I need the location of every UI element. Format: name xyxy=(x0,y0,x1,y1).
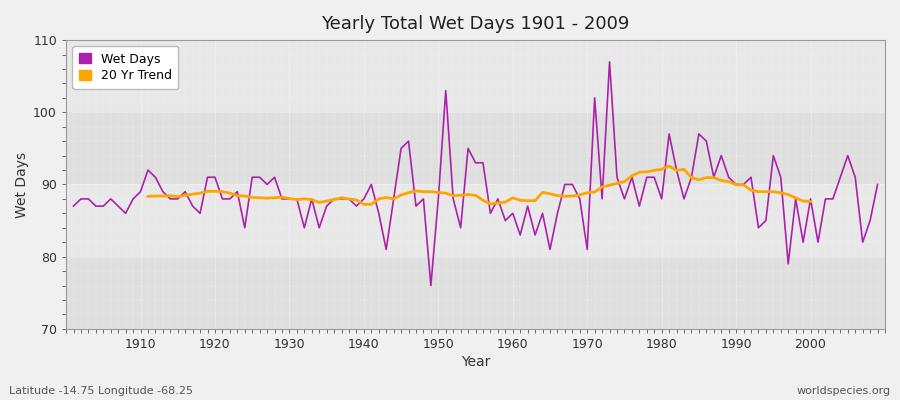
Y-axis label: Wet Days: Wet Days xyxy=(15,151,29,218)
Wet Days xyxy=(292,196,302,201)
Wet Days xyxy=(426,283,436,288)
20 Yr Trend xyxy=(708,175,719,180)
Wet Days xyxy=(612,175,623,180)
Title: Yearly Total Wet Days 1901 - 2009: Yearly Total Wet Days 1901 - 2009 xyxy=(321,15,630,33)
Wet Days xyxy=(128,196,139,201)
20 Yr Trend xyxy=(232,193,243,198)
20 Yr Trend xyxy=(142,194,153,199)
20 Yr Trend xyxy=(724,179,734,184)
Wet Days xyxy=(508,211,518,216)
Wet Days xyxy=(604,59,615,64)
20 Yr Trend xyxy=(344,196,355,201)
Wet Days xyxy=(515,232,526,237)
Line: 20 Yr Trend: 20 Yr Trend xyxy=(148,166,811,204)
Bar xyxy=(66,112,885,184)
Wet Days xyxy=(872,182,883,187)
Legend: Wet Days, 20 Yr Trend: Wet Days, 20 Yr Trend xyxy=(72,46,178,89)
Text: worldspecies.org: worldspecies.org xyxy=(796,386,891,396)
Wet Days xyxy=(68,204,79,208)
20 Yr Trend xyxy=(790,196,801,200)
20 Yr Trend xyxy=(612,181,623,186)
20 Yr Trend xyxy=(663,164,674,168)
Text: Latitude -14.75 Longitude -68.25: Latitude -14.75 Longitude -68.25 xyxy=(9,386,193,396)
20 Yr Trend xyxy=(358,202,369,207)
Bar xyxy=(66,257,885,329)
X-axis label: Year: Year xyxy=(461,355,491,369)
20 Yr Trend xyxy=(806,199,816,204)
Wet Days xyxy=(336,196,346,201)
Line: Wet Days: Wet Days xyxy=(74,62,878,286)
